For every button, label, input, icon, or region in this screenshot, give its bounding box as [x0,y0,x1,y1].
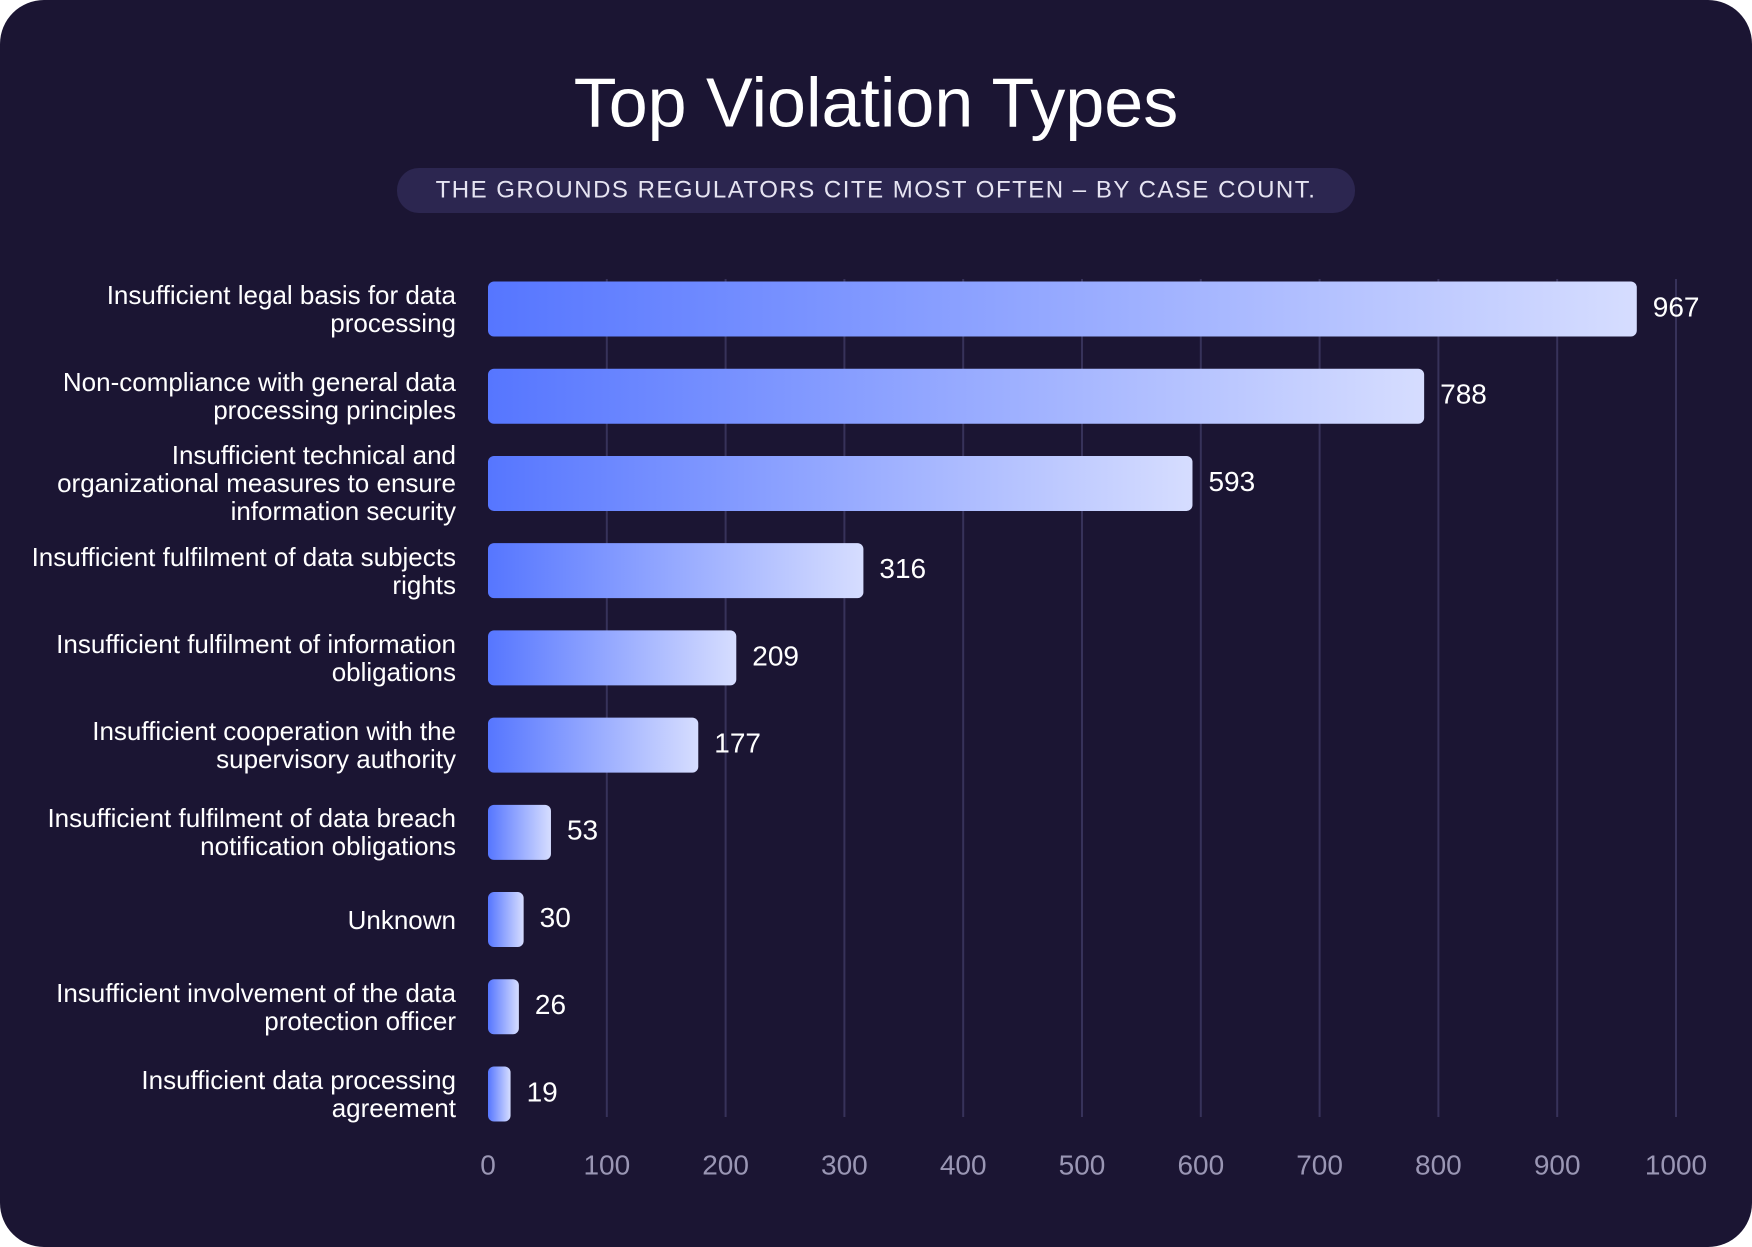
category-label: Insufficient technical and organizationa… [57,440,456,527]
bar [488,892,524,948]
x-tick-label: 700 [1296,1149,1343,1180]
bar [488,281,1637,337]
x-tick-label: 100 [583,1149,630,1180]
x-tick-label: 600 [1177,1149,1224,1180]
x-tick-label: 0 [480,1149,496,1180]
value-label: 26 [535,989,566,1020]
value-label: 316 [879,553,926,584]
value-label: 967 [1653,291,1700,322]
value-label: 53 [567,815,598,846]
x-tick-label: 400 [940,1149,987,1180]
bar [488,455,1193,511]
bar [488,1066,511,1122]
category-label: Insufficient involvement of the data pro… [56,977,456,1036]
category-label: Insufficient data processing agreement [141,1065,456,1123]
value-label: 177 [714,728,761,759]
x-tick-label: 800 [1415,1149,1462,1180]
category-label: Insufficient legal basis for data proces… [106,280,456,338]
category-label: Non-compliance with general data process… [62,367,456,426]
x-tick-label: 300 [821,1149,868,1180]
value-label: 788 [1440,379,1487,410]
bar [488,979,519,1035]
value-label: 593 [1208,466,1255,497]
bar [488,804,551,860]
category-label: Insufficient fulfilment of data subjects… [31,541,456,600]
subtitle-pill [397,168,1355,213]
category-label: Insufficient fulfilment of data breach n… [47,803,456,862]
bar [488,368,1425,424]
category-label: Insufficient fulfilment of information o… [56,628,456,687]
bar [488,630,737,686]
value-label: 30 [540,902,571,933]
chart-title: Top Violation Types [574,63,1179,141]
bar [488,717,699,773]
x-tick-label: 200 [702,1149,749,1180]
category-label: Unknown [347,904,456,935]
value-label: 209 [752,640,799,671]
bar [488,543,864,599]
category-label: Insufficient cooperation with the superv… [92,716,456,775]
x-tick-label: 900 [1534,1149,1581,1180]
x-tick-label: 500 [1059,1149,1106,1180]
x-tick-label: 1000 [1645,1149,1707,1180]
value-label: 19 [527,1076,558,1107]
chart-subtitle: THE GROUNDS REGULATORS CITE MOST OFTEN –… [436,176,1317,203]
